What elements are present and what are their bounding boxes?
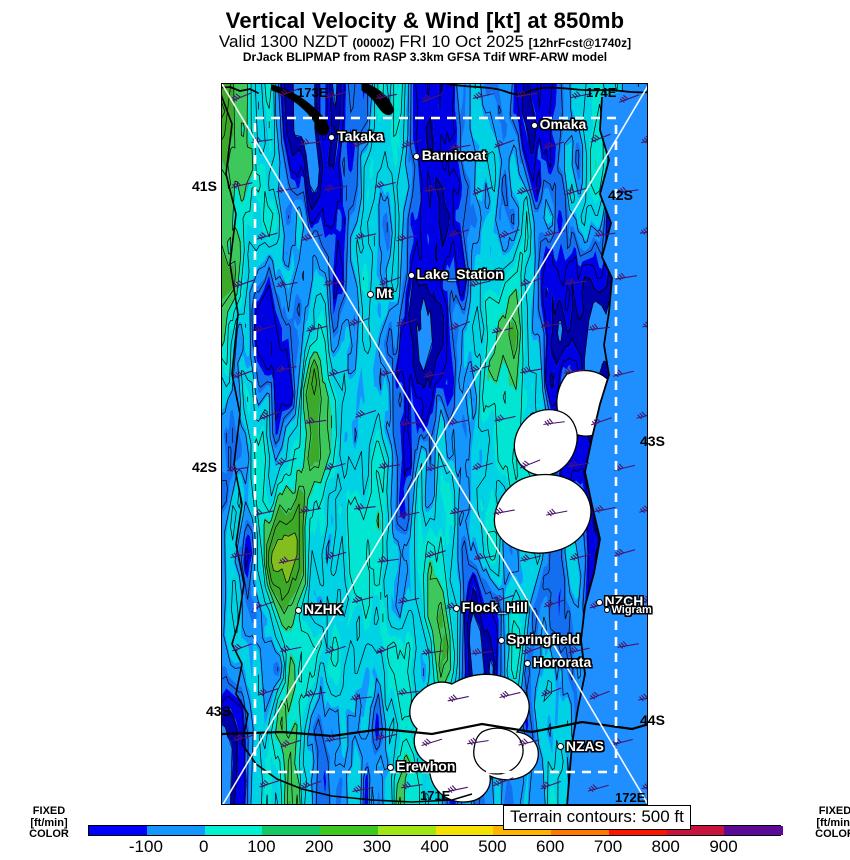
svg-text:171E: 171E — [420, 788, 451, 803]
svg-text:174E: 174E — [586, 85, 617, 100]
svg-text:173E: 173E — [297, 85, 328, 100]
svg-text:172E: 172E — [615, 790, 646, 805]
